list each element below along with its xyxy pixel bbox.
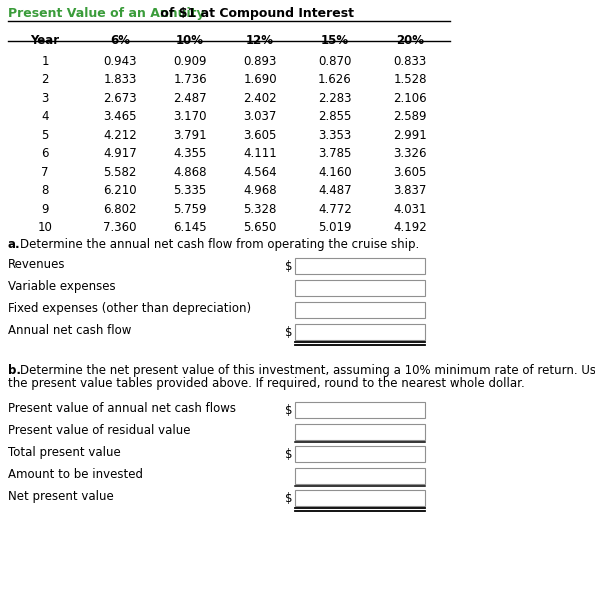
Bar bbox=[295, 280, 425, 296]
Text: 8: 8 bbox=[41, 184, 49, 198]
Text: 10%: 10% bbox=[176, 34, 204, 47]
Text: $: $ bbox=[285, 260, 293, 273]
Text: 0.909: 0.909 bbox=[173, 55, 206, 68]
Text: b.: b. bbox=[8, 364, 21, 377]
Text: 4.111: 4.111 bbox=[243, 147, 277, 161]
Text: 4.487: 4.487 bbox=[318, 184, 352, 198]
Text: 4.031: 4.031 bbox=[393, 203, 427, 216]
Bar bbox=[295, 302, 425, 318]
Text: 1.626: 1.626 bbox=[318, 73, 352, 86]
Text: $: $ bbox=[285, 404, 293, 417]
Text: a.: a. bbox=[8, 238, 21, 251]
Bar bbox=[295, 258, 425, 274]
Text: 3.037: 3.037 bbox=[243, 110, 277, 123]
Text: 1: 1 bbox=[41, 55, 49, 68]
Text: 1.736: 1.736 bbox=[173, 73, 207, 86]
Text: 4.160: 4.160 bbox=[318, 166, 352, 179]
Text: 4: 4 bbox=[41, 110, 49, 123]
Text: 4.868: 4.868 bbox=[173, 166, 206, 179]
Text: 2.487: 2.487 bbox=[173, 92, 207, 105]
Text: 4.355: 4.355 bbox=[173, 147, 206, 161]
Text: 3.170: 3.170 bbox=[173, 110, 206, 123]
Text: Net present value: Net present value bbox=[8, 490, 114, 503]
Text: 4.772: 4.772 bbox=[318, 203, 352, 216]
Text: $: $ bbox=[285, 326, 293, 339]
Text: 7: 7 bbox=[41, 166, 49, 179]
Text: 2.673: 2.673 bbox=[103, 92, 137, 105]
Text: 20%: 20% bbox=[396, 34, 424, 47]
Text: 1.833: 1.833 bbox=[104, 73, 137, 86]
Text: 3.791: 3.791 bbox=[173, 129, 207, 142]
Text: Annual net cash flow: Annual net cash flow bbox=[8, 324, 131, 337]
Text: $: $ bbox=[285, 448, 293, 461]
Text: Present value of residual value: Present value of residual value bbox=[8, 424, 190, 437]
Text: 5.328: 5.328 bbox=[243, 203, 277, 216]
Text: 5.019: 5.019 bbox=[318, 222, 352, 234]
Text: 6%: 6% bbox=[110, 34, 130, 47]
Text: 6.210: 6.210 bbox=[103, 184, 137, 198]
Text: 5.335: 5.335 bbox=[173, 184, 206, 198]
Text: 0.893: 0.893 bbox=[243, 55, 277, 68]
Text: 15%: 15% bbox=[321, 34, 349, 47]
Text: Fixed expenses (other than depreciation): Fixed expenses (other than depreciation) bbox=[8, 302, 251, 315]
Text: 2.589: 2.589 bbox=[393, 110, 427, 123]
Text: 2.106: 2.106 bbox=[393, 92, 427, 105]
Bar bbox=[295, 324, 425, 340]
Text: Present value of annual net cash flows: Present value of annual net cash flows bbox=[8, 402, 236, 415]
Text: 3.605: 3.605 bbox=[393, 166, 427, 179]
Text: 4.968: 4.968 bbox=[243, 184, 277, 198]
Text: 2.402: 2.402 bbox=[243, 92, 277, 105]
Text: $: $ bbox=[285, 492, 293, 505]
Text: Revenues: Revenues bbox=[8, 258, 65, 271]
Text: 3.785: 3.785 bbox=[318, 147, 352, 161]
Text: 2: 2 bbox=[41, 73, 49, 86]
Text: 4.212: 4.212 bbox=[103, 129, 137, 142]
Text: 6.802: 6.802 bbox=[104, 203, 137, 216]
Text: Determine the net present value of this investment, assuming a 10% minimum rate : Determine the net present value of this … bbox=[20, 364, 595, 377]
Text: 3.465: 3.465 bbox=[104, 110, 137, 123]
Text: 1.690: 1.690 bbox=[243, 73, 277, 86]
Text: 0.870: 0.870 bbox=[318, 55, 352, 68]
Text: 2.855: 2.855 bbox=[318, 110, 352, 123]
Text: 9: 9 bbox=[41, 203, 49, 216]
Text: 5.582: 5.582 bbox=[104, 166, 137, 179]
Text: 5.759: 5.759 bbox=[173, 203, 206, 216]
Text: 3.353: 3.353 bbox=[318, 129, 352, 142]
Text: Determine the annual net cash flow from operating the cruise ship.: Determine the annual net cash flow from … bbox=[20, 238, 419, 251]
Text: of $1 at Compound Interest: of $1 at Compound Interest bbox=[156, 7, 354, 20]
Bar bbox=[295, 490, 425, 506]
Text: 3.326: 3.326 bbox=[393, 147, 427, 161]
Text: 12%: 12% bbox=[246, 34, 274, 47]
Text: Present Value of an Annuity: Present Value of an Annuity bbox=[8, 7, 205, 20]
Text: 5.650: 5.650 bbox=[243, 222, 277, 234]
Text: 7.360: 7.360 bbox=[104, 222, 137, 234]
Text: 6.145: 6.145 bbox=[173, 222, 207, 234]
Text: Variable expenses: Variable expenses bbox=[8, 280, 115, 293]
Text: 0.833: 0.833 bbox=[393, 55, 427, 68]
Bar bbox=[295, 424, 425, 440]
Text: 3: 3 bbox=[41, 92, 49, 105]
Text: 5: 5 bbox=[41, 129, 49, 142]
Text: 4.564: 4.564 bbox=[243, 166, 277, 179]
Text: 3.837: 3.837 bbox=[393, 184, 427, 198]
Text: Total present value: Total present value bbox=[8, 446, 121, 459]
Bar bbox=[295, 402, 425, 418]
Text: the present value tables provided above. If required, round to the nearest whole: the present value tables provided above.… bbox=[8, 377, 525, 390]
Text: 4.917: 4.917 bbox=[103, 147, 137, 161]
Text: 4.192: 4.192 bbox=[393, 222, 427, 234]
Text: 6: 6 bbox=[41, 147, 49, 161]
Text: Amount to be invested: Amount to be invested bbox=[8, 468, 143, 481]
Text: 0.943: 0.943 bbox=[104, 55, 137, 68]
Text: 1.528: 1.528 bbox=[393, 73, 427, 86]
Text: 2.991: 2.991 bbox=[393, 129, 427, 142]
Text: Year: Year bbox=[30, 34, 60, 47]
Bar bbox=[295, 446, 425, 462]
Bar bbox=[295, 468, 425, 484]
Text: 10: 10 bbox=[37, 222, 52, 234]
Text: 3.605: 3.605 bbox=[243, 129, 277, 142]
Text: 2.283: 2.283 bbox=[318, 92, 352, 105]
